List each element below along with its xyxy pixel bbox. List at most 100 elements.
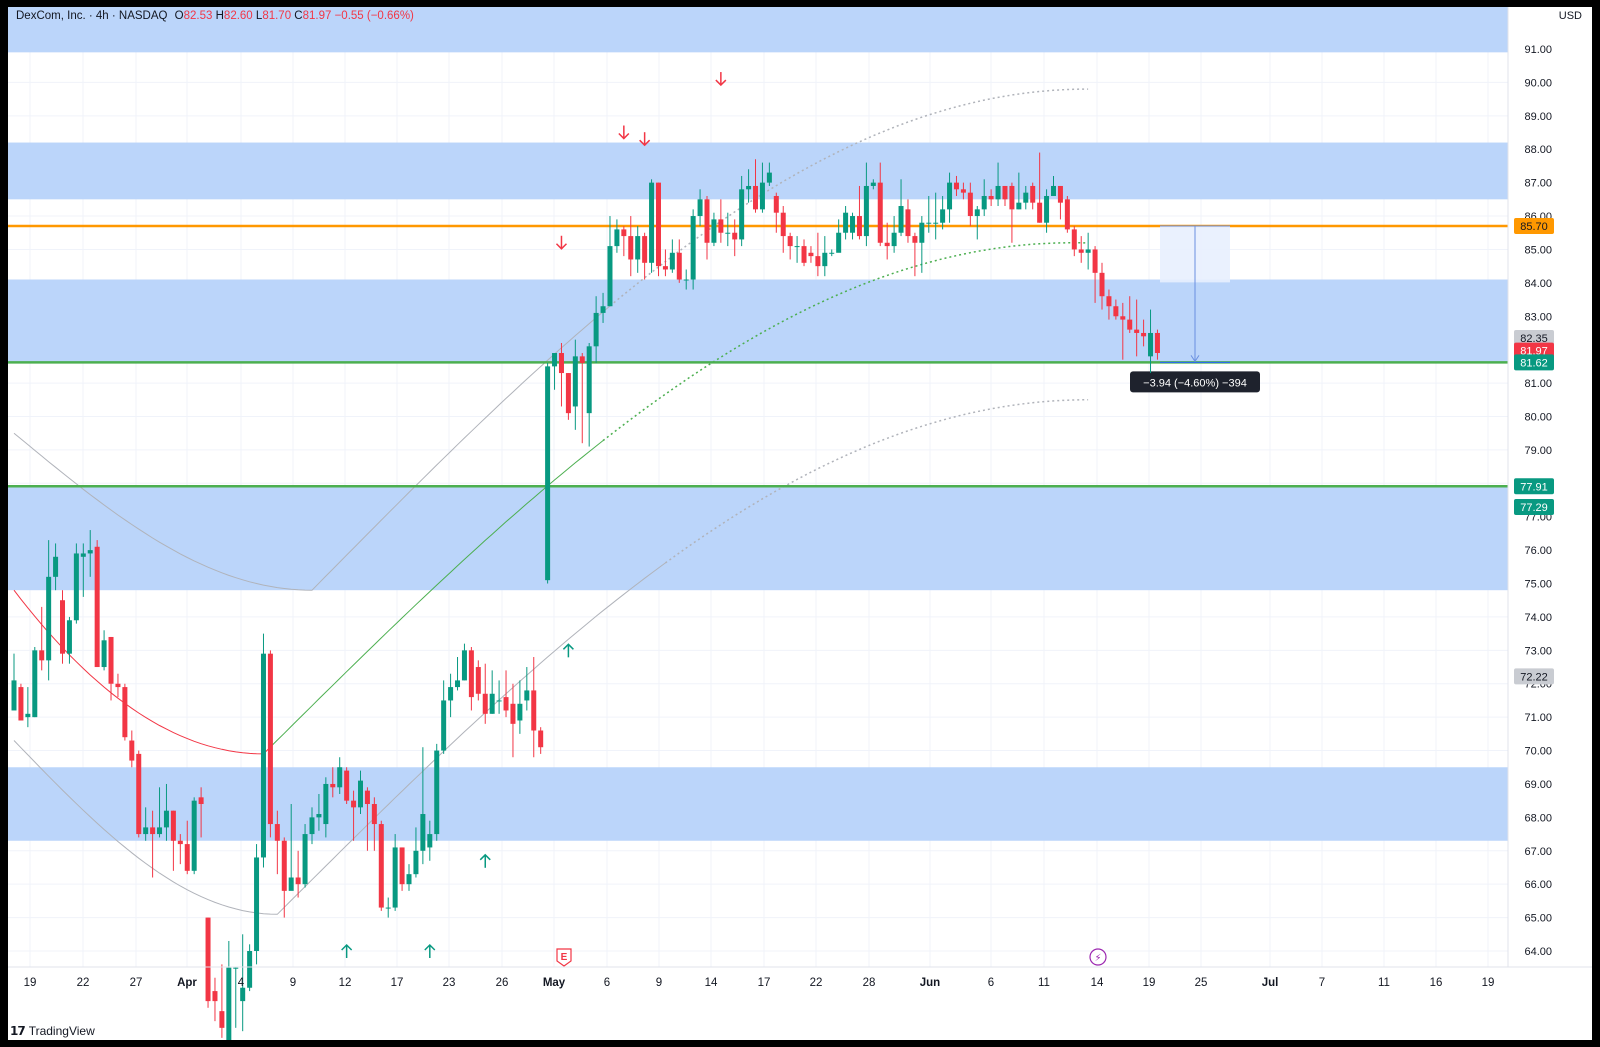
candle-body bbox=[1120, 316, 1126, 320]
time-tick-label: 9 bbox=[290, 977, 296, 989]
candle-body bbox=[711, 219, 717, 243]
candle-body bbox=[46, 576, 52, 661]
price-badge-bg bbox=[1514, 668, 1554, 685]
candle-body bbox=[545, 366, 551, 581]
candle-body bbox=[877, 182, 883, 243]
flash-marker-icon: ⚡ bbox=[1089, 948, 1107, 966]
open-value: 82.53 bbox=[183, 10, 213, 22]
candle-body bbox=[974, 209, 980, 217]
candle-body bbox=[337, 767, 343, 788]
time-tick-label: 22 bbox=[810, 977, 823, 989]
candle-body bbox=[787, 236, 793, 247]
candle-body bbox=[150, 827, 156, 835]
candle-body bbox=[565, 373, 571, 414]
currency-label[interactable]: USD bbox=[1558, 10, 1582, 22]
candle-body bbox=[988, 195, 994, 200]
candle-body bbox=[295, 877, 301, 885]
low-label: L bbox=[255, 10, 263, 22]
candle-body bbox=[593, 312, 599, 347]
candle-body bbox=[66, 620, 72, 654]
candle-body bbox=[773, 195, 779, 213]
candle-body bbox=[184, 844, 190, 871]
buy-arrow-icon bbox=[562, 643, 574, 658]
candle-body bbox=[489, 693, 495, 714]
price-badge: 85.70 bbox=[1514, 218, 1554, 235]
candle-body bbox=[143, 827, 149, 835]
price-badge: 81.62 bbox=[1514, 354, 1554, 371]
candle-body bbox=[60, 600, 66, 654]
candle-body bbox=[808, 252, 814, 257]
price-badge-bg bbox=[1514, 329, 1554, 346]
candle-body bbox=[482, 693, 488, 714]
time-tick-label: 7 bbox=[1319, 977, 1325, 989]
candle-body bbox=[642, 236, 648, 263]
price-tick-label: 73.00 bbox=[1524, 645, 1552, 657]
candle-body bbox=[1127, 319, 1133, 330]
time-tick-label: Jul bbox=[1262, 977, 1279, 989]
earnings-marker-shape bbox=[556, 948, 572, 967]
candle-body bbox=[274, 824, 280, 841]
candle-body bbox=[364, 790, 370, 805]
candle-body bbox=[863, 185, 869, 237]
candle-body bbox=[912, 236, 918, 243]
price-badge-label: 77.91 bbox=[1520, 481, 1548, 493]
candle-body bbox=[960, 189, 966, 193]
candle-body bbox=[1134, 329, 1140, 333]
candle-body bbox=[420, 814, 426, 851]
flash-marker-label: ⚡ bbox=[1094, 953, 1101, 964]
support-resistance-zone bbox=[8, 279, 1508, 364]
candle-body bbox=[53, 556, 59, 577]
candle-body bbox=[1002, 185, 1008, 200]
price-badge-bg bbox=[1514, 218, 1554, 235]
candle-body bbox=[635, 236, 641, 260]
candle-body bbox=[995, 185, 1001, 200]
time-tick-label: 14 bbox=[1091, 977, 1104, 989]
high-value: 82.60 bbox=[223, 10, 253, 22]
sell-arrow-icon bbox=[555, 235, 568, 250]
buy-arrow-icon bbox=[341, 943, 353, 958]
candle-body bbox=[725, 232, 731, 234]
candle-body bbox=[940, 209, 946, 223]
arrow-head bbox=[715, 79, 727, 87]
time-tick-label: May bbox=[543, 977, 566, 989]
price-badge-bg bbox=[1514, 354, 1554, 371]
arrow-head bbox=[555, 243, 568, 250]
price-tick-label: 67.00 bbox=[1524, 846, 1552, 858]
candle-body bbox=[461, 650, 467, 681]
candle-body bbox=[1085, 249, 1091, 253]
time-tick-label: 27 bbox=[130, 977, 143, 989]
candle-body bbox=[122, 687, 128, 738]
candle-body bbox=[233, 967, 239, 969]
price-tick-label: 91.00 bbox=[1524, 44, 1552, 56]
candle-body bbox=[358, 780, 363, 808]
price-tick-label: 83.00 bbox=[1524, 311, 1552, 323]
horizontal-lines bbox=[8, 224, 1508, 488]
candle-body bbox=[850, 216, 856, 233]
candle-body bbox=[157, 827, 163, 835]
candle-body bbox=[649, 182, 655, 263]
candle-body bbox=[870, 182, 876, 186]
candle-body bbox=[18, 687, 24, 721]
price-tick-label: 84.00 bbox=[1524, 278, 1552, 290]
close-label: C bbox=[294, 10, 303, 22]
chart-canvas[interactable]: −3.94 (−4.60%) −394 E ⚡ 64.0065.0066.0067… bbox=[8, 7, 1592, 1040]
candle-body bbox=[1023, 192, 1029, 203]
candle-body bbox=[614, 229, 620, 247]
price-badge: 77.91 bbox=[1514, 478, 1554, 495]
time-tick-label: Apr bbox=[177, 977, 197, 989]
tradingview-brand[interactable]: 𝟭𝟳 TradingView bbox=[10, 1024, 95, 1038]
price-badge-label: 72.22 bbox=[1520, 671, 1548, 683]
price-tick-label: 64.00 bbox=[1524, 946, 1552, 958]
candle-body bbox=[281, 840, 287, 891]
price-tick-label: 87.00 bbox=[1524, 178, 1552, 190]
support-resistance-zone bbox=[8, 767, 1508, 841]
candle-body bbox=[676, 252, 682, 280]
candle-body bbox=[80, 553, 86, 557]
candle-body bbox=[240, 987, 246, 1002]
candle-body bbox=[309, 817, 315, 835]
candle-body bbox=[392, 847, 398, 908]
open-label: O bbox=[174, 10, 184, 22]
price-tick-label: 74.00 bbox=[1524, 612, 1552, 624]
candle-body bbox=[406, 874, 412, 885]
